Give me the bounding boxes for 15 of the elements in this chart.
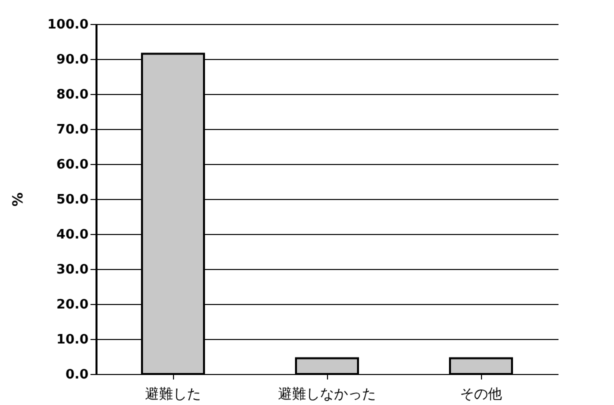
x-tick-label: 避難した — [145, 386, 201, 402]
y-tick-label: 0.0 — [65, 368, 88, 382]
y-tick-label: 60.0 — [56, 158, 88, 172]
y-axis-title: % — [10, 192, 26, 207]
y-tick-label: 50.0 — [56, 192, 88, 208]
x-tick-label: 避難しなかった — [278, 386, 376, 402]
y-tick-label: 30.0 — [56, 262, 88, 278]
y-tick-label: 20.0 — [56, 298, 88, 312]
y-tick-label: 100.0 — [47, 18, 88, 32]
y-tick-label: 70.0 — [56, 122, 88, 138]
y-tick-label: 80.0 — [56, 88, 88, 102]
y-tick-label: 10.0 — [56, 332, 88, 348]
y-tick-label: 40.0 — [56, 228, 88, 242]
y-tick-label: 90.0 — [56, 52, 88, 68]
x-tick-label: その他 — [460, 386, 502, 402]
